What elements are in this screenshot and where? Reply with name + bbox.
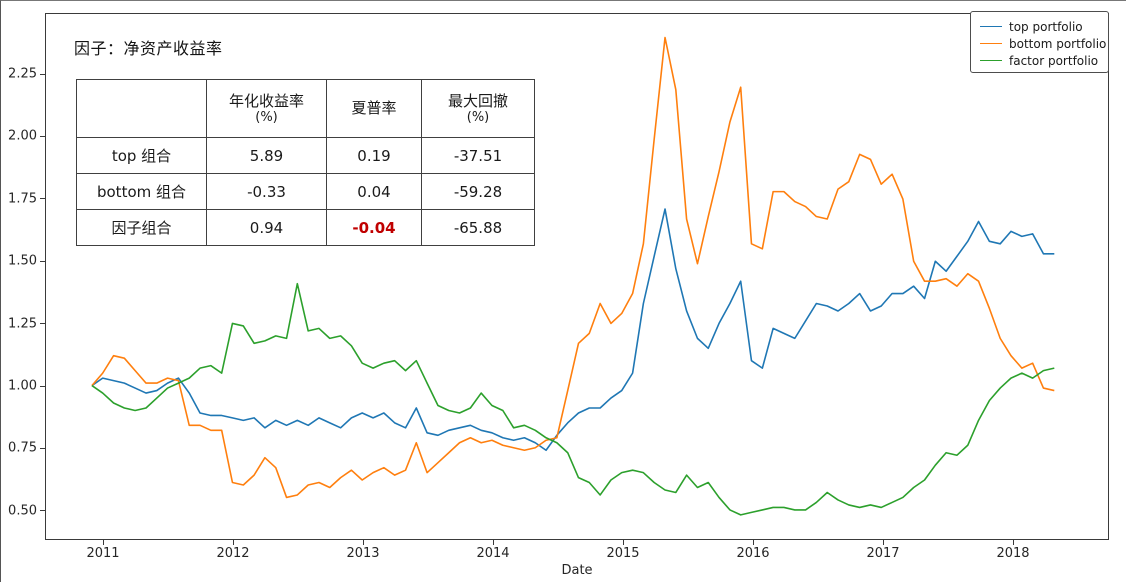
x-tick-mark [1013, 540, 1014, 545]
stats-header-cell: 年化收益率 (%) [206, 79, 327, 138]
legend-line-swatch [980, 60, 1002, 61]
stats-row: 因子组合 0.94 -0.04 -65.88 [76, 209, 535, 246]
stats-value-cell: 0.94 [206, 209, 327, 246]
stats-header-cell: 夏普率 [326, 79, 422, 138]
stats-value-cell: -65.88 [421, 209, 535, 246]
legend-item: factor portfolio [980, 52, 1100, 69]
stats-header-cell: 最大回撤 (%) [421, 79, 535, 138]
y-tick-label: 1.00 [8, 378, 37, 394]
legend-item-label: factor portfolio [1009, 53, 1099, 68]
stats-value-cell: 0.19 [326, 137, 422, 174]
y-tick-label: 1.50 [8, 253, 37, 269]
x-tick-mark [883, 540, 884, 545]
x-tick-label: 2011 [86, 546, 120, 561]
x-axis-label: Date [561, 563, 593, 578]
y-tick-label: 1.25 [8, 316, 37, 332]
stats-value-cell: -0.04 [326, 209, 422, 246]
y-tick-label: 0.75 [8, 440, 37, 456]
x-tick-label: 2012 [216, 546, 250, 561]
legend-line-swatch [980, 43, 1002, 44]
x-tick-label: 2014 [476, 546, 510, 561]
line-chart [91, 36, 1055, 516]
legend-item-label: top portfolio [1009, 19, 1083, 34]
x-tick-label: 2015 [606, 546, 640, 561]
x-tick-mark [363, 540, 364, 545]
x-tick-mark [103, 540, 104, 545]
y-tick-label: 2.00 [8, 128, 37, 144]
stats-value-cell: -59.28 [421, 173, 535, 210]
x-tick-mark [493, 540, 494, 545]
stats-value-cell: 5.89 [206, 137, 327, 174]
stats-row: top 组合 5.89 0.19 -37.51 [76, 137, 535, 174]
legend-item-label: bottom portfolio [1009, 36, 1107, 51]
stats-row: bottom 组合 -0.33 0.04 -59.28 [76, 173, 535, 210]
legend: top portfolio bottom portfolio factor port… [970, 11, 1109, 73]
x-tick-label: 2017 [866, 546, 900, 561]
x-tick-label: 2013 [346, 546, 380, 561]
stats-row-label: bottom 组合 [76, 173, 207, 210]
stats-row-label: top 组合 [76, 137, 207, 174]
legend-line-swatch [980, 26, 1002, 27]
x-tick-label: 2016 [736, 546, 770, 561]
y-tick-label: 2.25 [8, 66, 37, 82]
x-tick-mark [233, 540, 234, 545]
stats-row-label: 因子组合 [76, 209, 207, 246]
stats-table: 年化收益率 (%) 夏普率 最大回撤 (%) top 组合 5.89 0.19 -37.51 bo… [76, 79, 535, 246]
stats-value-cell: -37.51 [421, 137, 535, 174]
x-tick-mark [753, 540, 754, 545]
line-factor-portfolio [91, 282, 1055, 516]
stats-header-row: 年化收益率 (%) 夏普率 最大回撤 (%) [76, 79, 535, 138]
stats-header-cell [76, 79, 207, 138]
x-tick-label: 2018 [996, 546, 1030, 561]
line-top-portfolio [91, 208, 1055, 452]
legend-item: bottom portfolio [980, 35, 1106, 52]
line-bottom-portfolio [91, 36, 1055, 499]
y-tick-label: 1.75 [8, 191, 37, 207]
x-tick-mark [623, 540, 624, 545]
stats-value-cell: -0.33 [206, 173, 327, 210]
stats-value-cell: 0.04 [326, 173, 422, 210]
y-tick-label: 0.50 [8, 503, 37, 519]
legend-item: top portfolio [980, 18, 1100, 35]
chart-title: 因子：净资产收益率 [74, 39, 223, 58]
